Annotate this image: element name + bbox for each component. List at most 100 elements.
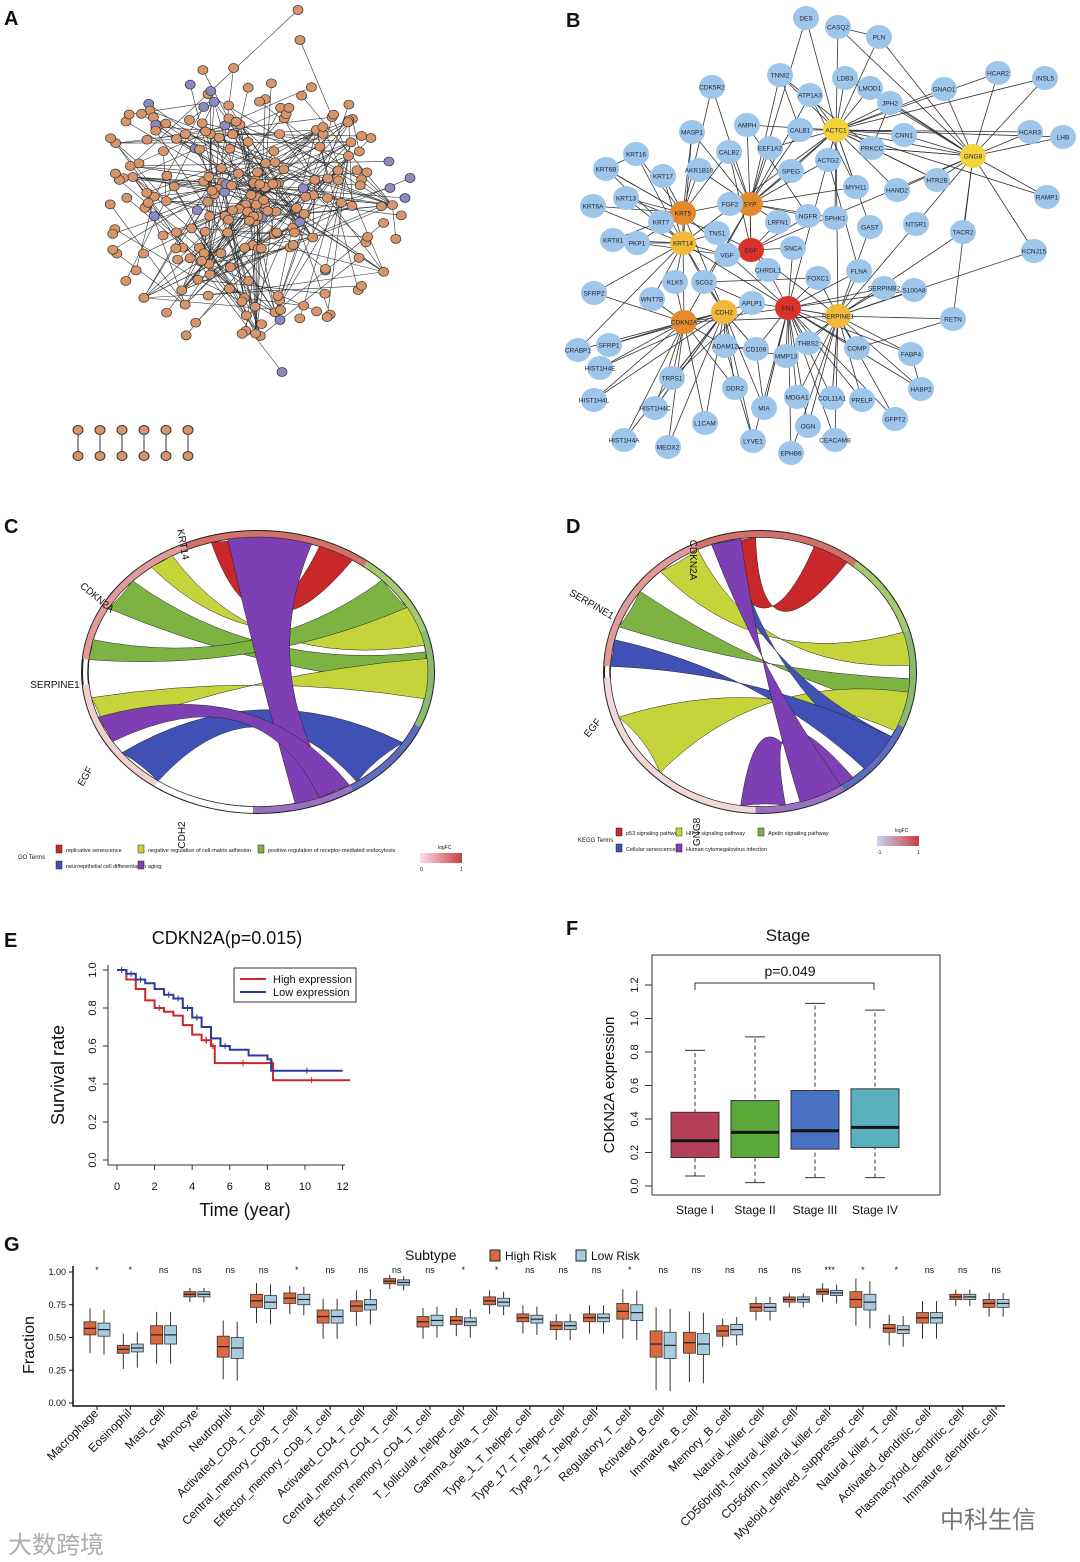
network-node	[795, 331, 821, 355]
network-node	[336, 197, 347, 208]
network-node	[227, 129, 239, 140]
network-node	[307, 232, 319, 243]
network-node	[254, 96, 265, 107]
network-node	[150, 125, 162, 136]
network-node	[199, 226, 211, 237]
network-node-label: ADAM12	[712, 344, 738, 351]
kegg-scale-min: -1	[877, 850, 882, 856]
network-edge	[837, 289, 915, 317]
network-node-label: KRT13	[616, 196, 636, 203]
network-node-label: CRABP1	[565, 348, 591, 355]
immune-significance: *	[462, 1265, 466, 1275]
network-node	[376, 201, 387, 212]
panel-label-c: C	[4, 516, 19, 538]
network-node	[283, 102, 295, 113]
network-node	[191, 205, 203, 216]
network-node-label: FLNA	[851, 269, 868, 276]
kegg-gene-label: EGF	[582, 717, 604, 740]
network-edge	[143, 148, 231, 298]
go-gene-label: CDH2	[177, 821, 188, 849]
network-node	[716, 140, 742, 164]
network-node-label: RAMP1	[1036, 195, 1059, 202]
network-node	[123, 109, 135, 120]
network-node-label: WNT7B	[641, 297, 664, 304]
network-node	[171, 227, 182, 238]
network-node	[256, 319, 267, 330]
network-node-label: THBS2	[798, 341, 819, 348]
network-node	[170, 243, 182, 254]
go-legend-label: replicative senescence	[66, 848, 122, 854]
network-node	[203, 171, 215, 182]
network-node	[757, 136, 783, 160]
network-node-label: ACTC1	[825, 128, 847, 135]
network-node-label: PLN	[873, 35, 886, 42]
network-node	[242, 82, 254, 93]
network-node	[581, 388, 607, 412]
kegg-legend-swatch	[675, 843, 683, 853]
network-node	[844, 336, 870, 360]
network-node-label: CASQ2	[827, 25, 849, 32]
network-edge	[130, 165, 361, 186]
network-node	[262, 206, 274, 216]
network-node	[345, 137, 357, 148]
network-node	[600, 228, 626, 252]
network-edge	[135, 196, 155, 271]
network-node-label: VGF	[720, 253, 733, 260]
network-edge	[682, 242, 789, 309]
network-node	[354, 146, 365, 157]
network-node	[565, 338, 591, 362]
network-edge	[110, 138, 167, 202]
immune-ytick-label: 0.00	[48, 1398, 66, 1408]
network-node-label: MEOX2	[657, 445, 680, 452]
network-node-label: RETN	[944, 317, 962, 324]
network-edge	[878, 36, 974, 157]
network-edge	[749, 186, 857, 205]
network-node	[202, 290, 214, 301]
network-node	[780, 236, 806, 260]
immune-significance: ns	[359, 1265, 369, 1275]
network-edge	[593, 311, 725, 401]
network-node	[593, 157, 619, 181]
go-segment-arc	[414, 630, 434, 728]
network-node	[230, 116, 242, 127]
network-edge	[209, 215, 276, 313]
network-edge	[837, 315, 912, 355]
network-node-label: ACTG2	[817, 158, 839, 165]
network-node	[908, 377, 934, 401]
panel-label-e: E	[4, 930, 18, 952]
network-node	[1021, 239, 1047, 263]
km-ytick-label: 1.0	[87, 962, 99, 977]
network-node-label: KCNJ15	[1022, 249, 1047, 256]
network-node	[773, 344, 799, 368]
network-edge	[348, 120, 353, 206]
network-node	[196, 256, 208, 266]
km-curve-1	[117, 969, 343, 1072]
network-edge	[577, 242, 684, 351]
network-node	[268, 146, 280, 157]
kegg-legend-label: Cellular senescence	[626, 847, 676, 853]
network-node	[148, 211, 160, 222]
network-node	[224, 262, 236, 272]
network-node	[224, 143, 236, 154]
network-node	[200, 126, 211, 137]
kegg-gene-label: SERPINE1	[567, 588, 616, 622]
stage-ytick-label: 1.2	[629, 977, 641, 992]
network-node	[239, 243, 251, 253]
stage-box	[790, 1090, 840, 1150]
network-edge	[682, 212, 725, 313]
immune-significance: ***	[824, 1265, 835, 1275]
network-edge	[392, 205, 397, 239]
network-node	[161, 170, 173, 181]
network-node-label: DDR2	[726, 386, 744, 393]
network-b	[565, 6, 1076, 465]
network-node	[267, 179, 279, 189]
network-node-label: FOXC1	[807, 276, 829, 283]
kegg-segment-arc	[841, 724, 904, 791]
network-edge	[197, 279, 325, 294]
go-scale-max: 1	[460, 867, 463, 873]
network-node-label: LMOD1	[859, 86, 882, 93]
network-edge	[746, 124, 751, 205]
stage-box	[670, 1111, 720, 1159]
network-node	[130, 265, 142, 276]
immune-significance: *	[295, 1265, 299, 1275]
